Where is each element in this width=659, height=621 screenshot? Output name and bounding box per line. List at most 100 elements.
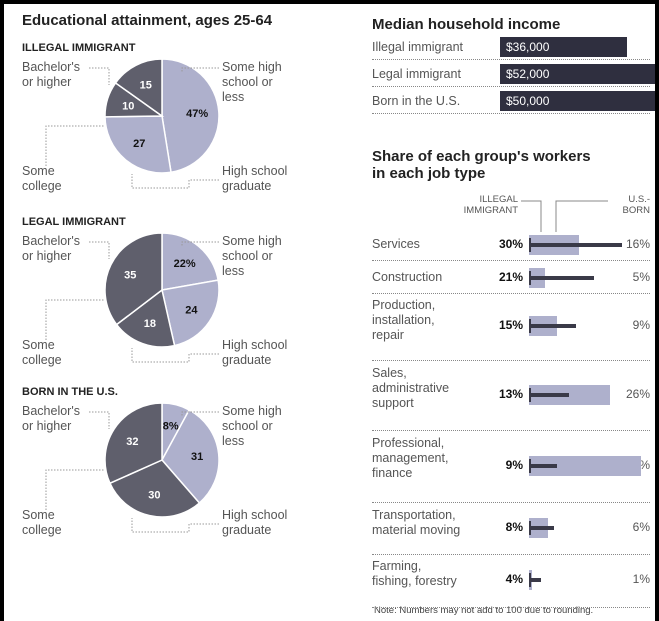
job-label-1-line-1: Services xyxy=(372,237,420,251)
job-illegal-value-6: 8% xyxy=(505,520,523,534)
pie-3-some-high-label-1: Some high xyxy=(222,404,282,418)
job-label-3-line-2: installation, xyxy=(372,313,435,327)
pie-1-slice-2 xyxy=(104,115,172,174)
pie-2-some-college-label-1: Some xyxy=(22,338,55,352)
job-illegal-bar-2 xyxy=(529,276,595,280)
pie-3-some-college-label-1: Some xyxy=(22,508,55,522)
pie-2-some-high-label-3: less xyxy=(222,264,244,278)
pie-1-slice-1 xyxy=(161,58,220,174)
job-label-4: Sales, administrative support xyxy=(372,366,472,411)
job-label-5: Professional, management, finance xyxy=(372,436,472,481)
pie-1-label-1: 47% xyxy=(186,108,208,120)
pie-2-label-3: 18 xyxy=(144,318,156,330)
pie-2-bachelors-label-1: Bachelor's xyxy=(22,234,80,248)
pie-3-label-4: 32 xyxy=(126,436,138,448)
pie-3-hs-grad-label-2: graduate xyxy=(222,523,271,537)
rounding-note: Note: Numbers may not add to 100 due to … xyxy=(374,605,594,616)
legend-illegal-line-1: ILLEGAL xyxy=(479,194,518,205)
pie-2-label-1: 22% xyxy=(174,258,196,270)
income-row-3: Born in the U.S. $50,000 xyxy=(372,88,655,114)
pie-2-some-high-label-1: Some high xyxy=(222,234,282,248)
job-illegal-value-3: 15% xyxy=(498,318,523,332)
pie-1-some-college-label-1: Some xyxy=(22,164,55,178)
job-row-3: Production, installation, repair 15% 9% xyxy=(372,294,650,361)
job-label-3-line-1: Production, xyxy=(372,298,436,312)
job-label-4-line-1: Sales, xyxy=(372,366,407,380)
education-title: Educational attainment, ages 25-64 xyxy=(22,12,273,29)
job-label-5-line-1: Professional, xyxy=(372,436,445,450)
pie-1-hs-grad-label-2: graduate xyxy=(222,179,271,193)
job-illegal-value-4: 13% xyxy=(498,387,523,401)
pie-2-some-high-label-2: school or xyxy=(222,249,273,263)
job-us-bar-4 xyxy=(529,385,610,405)
legend-illegal: ILLEGAL IMMIGRANT xyxy=(434,194,518,216)
job-baseline-3 xyxy=(529,319,531,333)
jobs-title-line-2: in each job type xyxy=(372,165,486,182)
job-us-value-2: 5% xyxy=(632,270,650,284)
pie-3-label-1: 8% xyxy=(163,421,179,433)
job-label-2: Construction xyxy=(372,270,472,285)
income-label-1: Illegal immigrant xyxy=(372,40,464,54)
job-baseline-4 xyxy=(529,388,531,402)
income-bar-1: $36,000 xyxy=(500,37,628,57)
jobs-title: Share of each group's workers in each jo… xyxy=(372,148,591,182)
legend-us-line-1: U.S.- xyxy=(628,194,650,205)
pie-1-bachelors-label-2: or higher xyxy=(22,75,71,89)
job-us-value-4: 26% xyxy=(625,387,650,401)
job-illegal-value-2: 21% xyxy=(498,270,523,284)
pie-2-label-2: 24 xyxy=(185,305,198,317)
pie-2-slice-4 xyxy=(104,232,163,326)
pie-1-some-high-label-3: less xyxy=(222,90,244,104)
pie-3-bachelors-label-2: or higher xyxy=(22,419,71,433)
pie-1-label-2: 27 xyxy=(133,138,145,150)
pie-2-bachelors-label-2: or higher xyxy=(22,249,71,263)
pie-title-3: BORN IN THE U.S. xyxy=(22,386,118,398)
pie-1-bachelors-label-1: Bachelor's xyxy=(22,60,80,74)
pie-3-hs-grad-label-1: High school xyxy=(222,508,287,522)
income-title: Median household income xyxy=(372,16,561,33)
job-illegal-value-7: 4% xyxy=(505,572,523,586)
pie-3-bachelors-label-1: Bachelor's xyxy=(22,404,80,418)
legend-us-line-2: BORN xyxy=(622,205,650,216)
job-row-7: Farming, fishing, forestry 4% 1% xyxy=(372,555,650,608)
job-label-3: Production, installation, repair xyxy=(372,298,472,343)
pie-2-some-college-label-2: college xyxy=(22,353,62,367)
job-baseline-5 xyxy=(529,459,531,473)
jobs-title-line-1: Share of each group's workers xyxy=(372,148,591,165)
pie-1-label-4: 15 xyxy=(140,80,152,92)
legend-us: U.S.- BORN xyxy=(610,194,650,216)
job-label-4-line-2: administrative xyxy=(372,381,450,395)
pie-3-label-3: 30 xyxy=(148,490,160,502)
job-baseline-2 xyxy=(529,271,531,285)
job-row-1: Services 30% 16% xyxy=(372,230,650,261)
pie-3-some-college-label-2: college xyxy=(22,523,62,537)
job-label-4-line-3: support xyxy=(372,396,414,410)
pie-1-hs-grad-label-1: High school xyxy=(222,164,287,178)
pie-2-hs-grad-label-2: graduate xyxy=(222,353,271,367)
job-illegal-bar-7 xyxy=(529,578,542,582)
pie-3-slice-3 xyxy=(108,459,201,518)
pie-1-some-high-label-2: school or xyxy=(222,75,273,89)
job-baseline-6 xyxy=(529,521,531,535)
job-label-2-line-1: Construction xyxy=(372,270,443,284)
job-illegal-bar-5 xyxy=(529,464,557,468)
pie-1-some-college-label-2: college xyxy=(22,179,62,193)
pie-2-slice-3 xyxy=(115,288,176,348)
pie-title-2: LEGAL IMMIGRANT xyxy=(22,216,126,228)
income-row-1: Illegal immigrant $36,000 xyxy=(372,34,650,60)
job-us-value-3: 9% xyxy=(632,318,650,332)
job-illegal-bar-4 xyxy=(529,393,570,397)
pie-3-some-high-label-2: school or xyxy=(222,419,273,433)
pie-3-slice-2 xyxy=(161,408,220,505)
job-label-5-line-3: finance xyxy=(372,466,413,480)
job-label-6-line-1: Transportation, xyxy=(372,508,456,522)
job-baseline-7 xyxy=(529,573,531,587)
pie-2-slice-1 xyxy=(161,232,219,291)
pie-1-some-high-label-1: Some high xyxy=(222,60,282,74)
income-label-2: Legal immigrant xyxy=(372,67,461,81)
job-label-6-line-2: material moving xyxy=(372,523,461,537)
job-us-value-1: 16% xyxy=(625,237,650,251)
pie-1-label-3: 10 xyxy=(122,101,134,113)
